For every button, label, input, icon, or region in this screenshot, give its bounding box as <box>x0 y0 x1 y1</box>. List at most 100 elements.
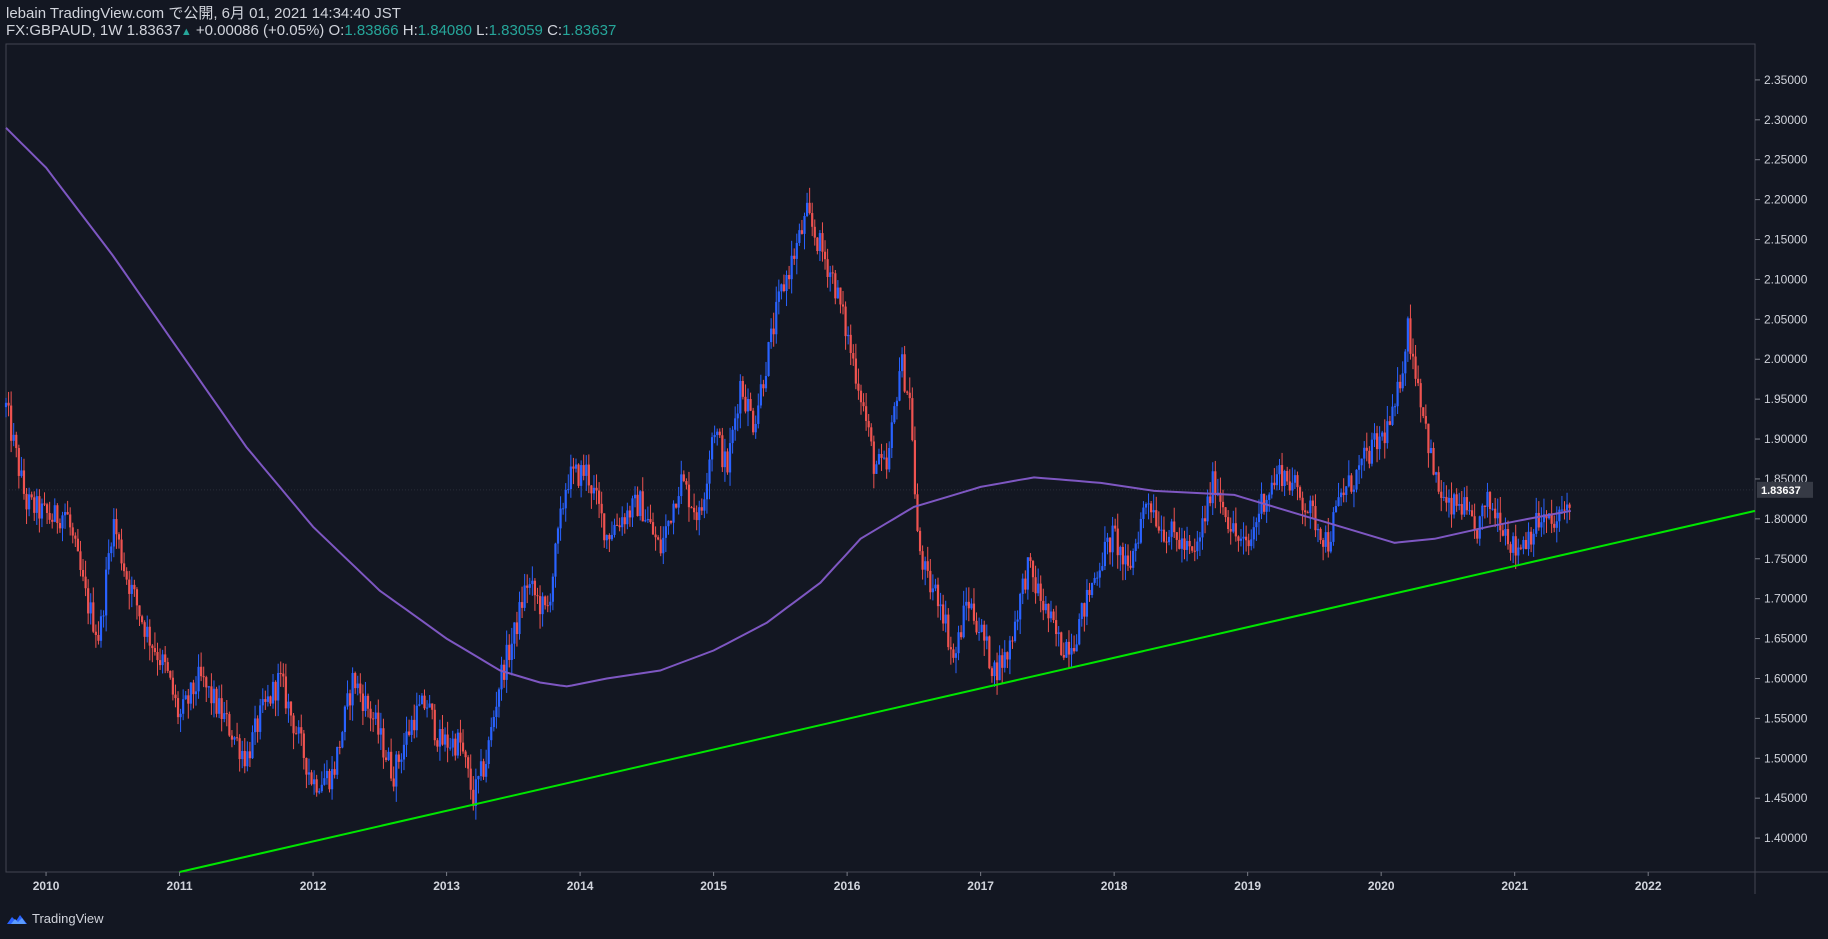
candle <box>654 526 657 551</box>
time-tick-label: 2012 <box>300 879 327 893</box>
candle-body <box>960 632 963 638</box>
candle-body <box>153 648 157 653</box>
candle-body <box>705 483 709 500</box>
candle <box>826 248 829 288</box>
candle <box>777 279 780 315</box>
candle-body <box>793 255 796 259</box>
candle-body <box>76 538 79 552</box>
candle-body <box>639 491 642 517</box>
candle <box>813 219 816 246</box>
candle <box>587 454 590 494</box>
candle-body <box>574 464 578 469</box>
candle <box>692 493 696 520</box>
candle <box>795 233 798 275</box>
candle <box>1406 316 1409 362</box>
candle <box>556 526 560 554</box>
candle <box>251 725 254 759</box>
candle <box>261 688 264 713</box>
candle-body <box>898 371 901 401</box>
candle-body <box>1460 504 1463 515</box>
candle-body <box>605 535 608 541</box>
candle <box>1078 613 1081 646</box>
candle <box>1286 466 1289 486</box>
candle-body <box>731 429 734 444</box>
candle <box>1357 454 1361 485</box>
symbol-label[interactable]: FX:GBPAUD, 1W <box>6 22 123 39</box>
candle-body <box>105 569 108 616</box>
candle <box>12 423 15 447</box>
candle <box>351 667 354 721</box>
candle-body <box>1337 497 1340 507</box>
candle-body <box>1373 433 1376 440</box>
candle-body <box>97 634 100 641</box>
candle-body <box>1309 500 1312 514</box>
candle <box>431 703 434 720</box>
candle-body <box>1381 432 1384 437</box>
candle-body <box>1134 543 1137 551</box>
candle-body <box>962 605 965 638</box>
candle-body <box>834 273 837 299</box>
candle-body <box>1196 541 1199 552</box>
candle <box>1157 511 1160 534</box>
candle <box>1060 631 1063 656</box>
price-axis[interactable]: 2.35000 2.30000 2.25000 2.20000 2.15000 2.100… <box>1755 73 1808 845</box>
candle <box>752 407 755 436</box>
candle-body <box>392 778 395 787</box>
candle-body <box>1221 501 1225 508</box>
candle <box>741 376 744 400</box>
candle-body <box>56 505 59 524</box>
candle-body <box>700 507 703 511</box>
candle-body <box>1476 529 1479 539</box>
trendline[interactable] <box>179 509 1756 873</box>
candle-body <box>995 662 999 681</box>
candle <box>816 237 819 255</box>
candle-body <box>1496 512 1499 519</box>
candle <box>1404 349 1407 386</box>
candle <box>990 666 994 683</box>
candle-body <box>1512 536 1515 553</box>
candle <box>960 625 963 640</box>
candle-body <box>757 405 760 424</box>
candle-body <box>264 699 267 702</box>
candle <box>372 711 375 732</box>
time-axis[interactable]: 2010 2011 2012 2013 2014 2015 2016 2017 2018 2019… <box>33 872 1662 893</box>
candle-body <box>618 525 621 528</box>
candle <box>1509 541 1512 561</box>
high-value: 1.84080 <box>417 22 472 39</box>
candle <box>366 693 370 718</box>
candle <box>952 643 955 663</box>
candle-body <box>1039 583 1042 601</box>
candle-body <box>266 696 269 702</box>
candle <box>1255 517 1258 541</box>
candle-body <box>536 595 539 597</box>
candle-body <box>590 485 593 494</box>
candle <box>153 632 157 656</box>
candle-body <box>1450 497 1453 515</box>
candle-body <box>346 693 349 707</box>
candle-body <box>261 699 264 706</box>
candle <box>425 700 429 718</box>
candle <box>1252 516 1255 549</box>
candle-body <box>577 464 580 486</box>
candle-body <box>882 457 886 459</box>
candle-body <box>328 770 331 790</box>
candle-body <box>1139 518 1142 543</box>
candle-body <box>1440 491 1443 498</box>
tradingview-footer[interactable]: TradingView <box>6 911 104 926</box>
candle <box>1409 304 1412 360</box>
candle <box>641 477 644 522</box>
candle <box>872 435 875 489</box>
candle <box>248 741 252 768</box>
candle-body <box>1170 521 1173 537</box>
candle <box>295 726 298 735</box>
last-price-tag-label: 1.83637 <box>1761 485 1801 497</box>
candle <box>662 526 665 565</box>
candle <box>829 265 832 292</box>
candle <box>461 729 465 754</box>
candle <box>1013 610 1017 643</box>
candle-body <box>1504 529 1507 536</box>
candle-body <box>81 569 85 577</box>
candle <box>148 619 151 661</box>
candle <box>1219 477 1222 514</box>
